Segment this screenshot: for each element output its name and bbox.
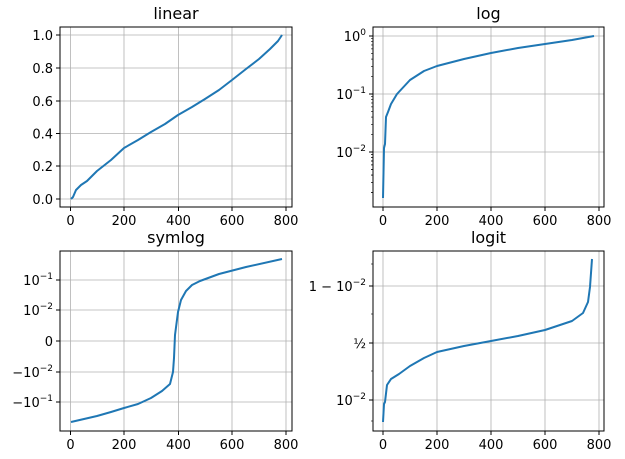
y-tick-label: 0.0	[32, 193, 53, 208]
subplot-title: symlog	[147, 228, 205, 247]
x-tick-label: 200	[425, 214, 450, 229]
data-line	[70, 34, 283, 200]
x-tick-label: 600	[533, 438, 558, 453]
y-tick-label: −10−1	[12, 394, 53, 411]
data-line	[382, 258, 593, 423]
data-line	[70, 258, 283, 423]
subplot-log: log 0 200 400 600 800 100 10−1 10−2	[336, 4, 611, 229]
x-tick-label: 200	[425, 438, 450, 453]
y-tick-label: 0.2	[32, 160, 53, 175]
x-tick-label: 600	[220, 214, 245, 229]
subplot-title: linear	[153, 4, 199, 23]
subplot-title: logit	[471, 228, 506, 247]
x-tick-label: 200	[112, 214, 137, 229]
y-tick-label: 10−2	[336, 144, 366, 161]
subplot-linear: linear 0 200 400 600 800 0.0 0.2 0.4 0.6 0.8 1.0	[32, 4, 298, 229]
y-tick-label: 0.4	[32, 128, 53, 143]
x-tick-label: 0	[379, 438, 387, 453]
y-tick-label: 10−2	[336, 392, 366, 409]
x-tick-label: 800	[274, 214, 299, 229]
y-tick-label: 1 − 10−2	[309, 278, 366, 295]
y-tick-label: 10−2	[23, 302, 53, 319]
y-tick-label: 10−1	[23, 272, 53, 289]
x-tick-label: 200	[112, 438, 137, 453]
y-tick-label: 100	[344, 28, 367, 45]
x-tick-label: 600	[533, 214, 558, 229]
y-tick-label: −10−2	[12, 364, 53, 381]
subplot-title: log	[476, 4, 500, 23]
x-tick-label: 800	[587, 214, 612, 229]
x-tick-label: 400	[166, 438, 191, 453]
subplot-symlog: symlog 0 200 400 600 800 10−1 10−2 0 −10−2 −10−1	[12, 228, 298, 453]
x-tick-label: 400	[479, 214, 504, 229]
y-tick-label: ½	[353, 337, 366, 352]
y-tick-label: 0.6	[32, 95, 53, 110]
subplot-logit: logit 0 200 400 600 800 1 − 10−2 ½ 10−2	[309, 228, 612, 453]
y-tick-label: 10−1	[336, 86, 366, 103]
axes-frame	[59, 26, 293, 208]
x-tick-label: 0	[379, 214, 387, 229]
x-tick-label: 800	[274, 438, 299, 453]
y-tick-label: 0.8	[32, 62, 53, 77]
data-line	[382, 35, 595, 199]
x-tick-label: 0	[66, 214, 74, 229]
axes-frame	[372, 250, 605, 432]
y-tick-label: 1.0	[32, 29, 53, 44]
x-tick-label: 400	[166, 214, 191, 229]
x-tick-label: 400	[479, 438, 504, 453]
x-tick-label: 800	[587, 438, 612, 453]
x-tick-label: 600	[220, 438, 245, 453]
y-tick-label: 0	[45, 335, 53, 350]
x-tick-label: 0	[66, 438, 74, 453]
